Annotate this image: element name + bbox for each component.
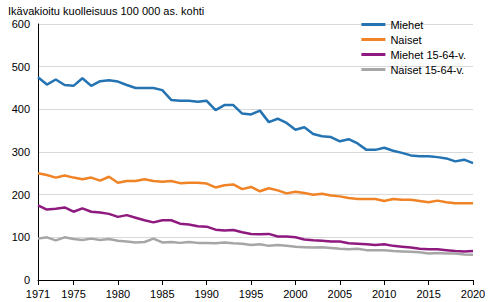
- svg-text:2000: 2000: [283, 288, 307, 300]
- svg-text:Ikävakioitu kuolleisuus 100 00: Ikävakioitu kuolleisuus 100 000 as. koht…: [8, 5, 204, 17]
- svg-text:2010: 2010: [372, 288, 396, 300]
- svg-text:400: 400: [12, 103, 30, 115]
- svg-text:2020: 2020: [461, 288, 485, 300]
- svg-text:Miehet: Miehet: [390, 19, 423, 31]
- svg-text:1971: 1971: [26, 288, 50, 300]
- svg-text:2015: 2015: [416, 288, 440, 300]
- svg-text:1995: 1995: [239, 288, 263, 300]
- svg-text:2005: 2005: [328, 288, 352, 300]
- svg-text:600: 600: [12, 18, 30, 30]
- svg-text:0: 0: [24, 274, 30, 286]
- svg-text:1990: 1990: [194, 288, 218, 300]
- svg-text:Naiset 15-64-v.: Naiset 15-64-v.: [390, 64, 464, 76]
- svg-text:Naiset: Naiset: [390, 34, 421, 46]
- svg-text:100: 100: [12, 231, 30, 243]
- svg-text:500: 500: [12, 61, 30, 73]
- svg-text:Miehet 15-64-v.: Miehet 15-64-v.: [390, 49, 466, 61]
- svg-text:1985: 1985: [150, 288, 174, 300]
- svg-text:300: 300: [12, 146, 30, 158]
- svg-text:1975: 1975: [61, 288, 85, 300]
- svg-text:1980: 1980: [106, 288, 130, 300]
- svg-text:200: 200: [12, 189, 30, 201]
